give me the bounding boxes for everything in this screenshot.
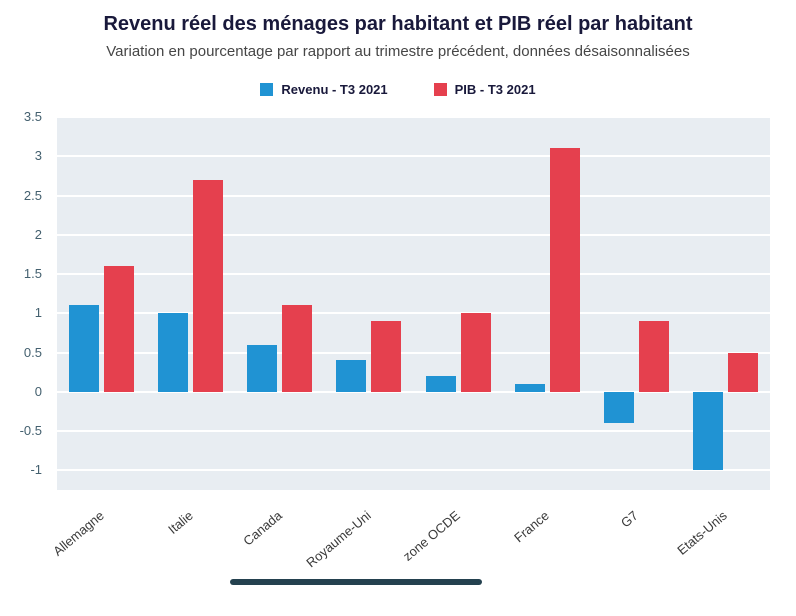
y-tick-label: 0.5 — [23, 344, 42, 360]
gridline — [57, 469, 770, 472]
y-tick-label: -0.5 — [19, 423, 42, 439]
legend-swatch-revenu — [260, 83, 274, 96]
bar-revenu-etats-unis — [692, 391, 723, 471]
y-tick-label: 1.5 — [23, 266, 42, 282]
chart-title: Revenu réel des ménages par habitant et … — [103, 13, 693, 35]
bar-revenu-g7 — [603, 391, 634, 424]
bar-pib-royaume-uni — [371, 321, 402, 392]
gridline — [57, 233, 770, 236]
bar-pib-italie — [193, 179, 224, 392]
horizontal-scrollbar-thumb[interactable] — [230, 579, 482, 585]
y-tick-label: 1 — [34, 305, 42, 321]
legend-label-revenu: Revenu - T3 2021 — [281, 82, 388, 97]
bar-revenu-royaume-uni — [336, 360, 367, 392]
legend-item-revenu[interactable]: Revenu - T3 2021 — [260, 82, 388, 97]
bar-pib-canada — [282, 305, 313, 392]
gridline — [57, 194, 770, 197]
y-tick-label: 3 — [34, 148, 42, 164]
chart-area: 3.5 3 2.5 2 1.5 1 0.5 0 -0.5 -1 Allemagne Italie Ca… — [0, 109, 796, 575]
bar-pib-france — [549, 148, 580, 392]
y-tick-label: -1 — [30, 462, 42, 478]
y-tick-label: 0 — [34, 383, 42, 399]
gridline — [57, 351, 770, 354]
x-axis: Allemagne Italie Canada Royaume-Uni zone OCD… — [50, 490, 770, 575]
legend-swatch-pib — [433, 83, 447, 96]
y-tick-label: 2.5 — [23, 187, 42, 203]
bar-revenu-italie — [158, 313, 189, 392]
bar-revenu-allemagne — [69, 305, 100, 392]
plot-area — [57, 116, 770, 490]
gridline — [57, 390, 770, 393]
bar-pib-allemagne — [104, 266, 135, 392]
bar-revenu-france — [514, 383, 545, 392]
gridline — [57, 273, 770, 276]
y-tick-label: 3.5 — [23, 109, 42, 124]
y-tick-label: 2 — [34, 226, 42, 242]
bar-revenu-zone-ocde — [425, 376, 456, 392]
bar-pib-g7 — [638, 321, 669, 392]
y-axis: 3.5 3 2.5 2 1.5 1 0.5 0 -0.5 -1 — [0, 109, 48, 490]
gridline — [57, 116, 770, 118]
chart-subtitle: Variation en pourcentage par rapport au … — [106, 43, 690, 60]
bar-revenu-canada — [247, 344, 278, 392]
legend-label-pib: PIB - T3 2021 — [454, 82, 536, 97]
gridline — [57, 312, 770, 315]
legend-item-pib[interactable]: PIB - T3 2021 — [433, 82, 536, 97]
gridline — [57, 430, 770, 433]
gridline — [57, 155, 770, 158]
legend: Revenu - T3 2021 PIB - T3 2021 — [0, 82, 796, 97]
bar-pib-etats-unis — [727, 352, 758, 392]
bar-pib-zone-ocde — [460, 313, 491, 392]
